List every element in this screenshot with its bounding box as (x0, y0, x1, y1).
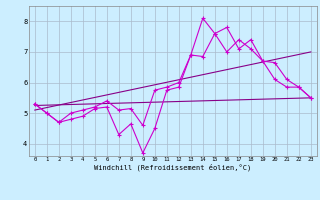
X-axis label: Windchill (Refroidissement éolien,°C): Windchill (Refroidissement éolien,°C) (94, 164, 252, 171)
